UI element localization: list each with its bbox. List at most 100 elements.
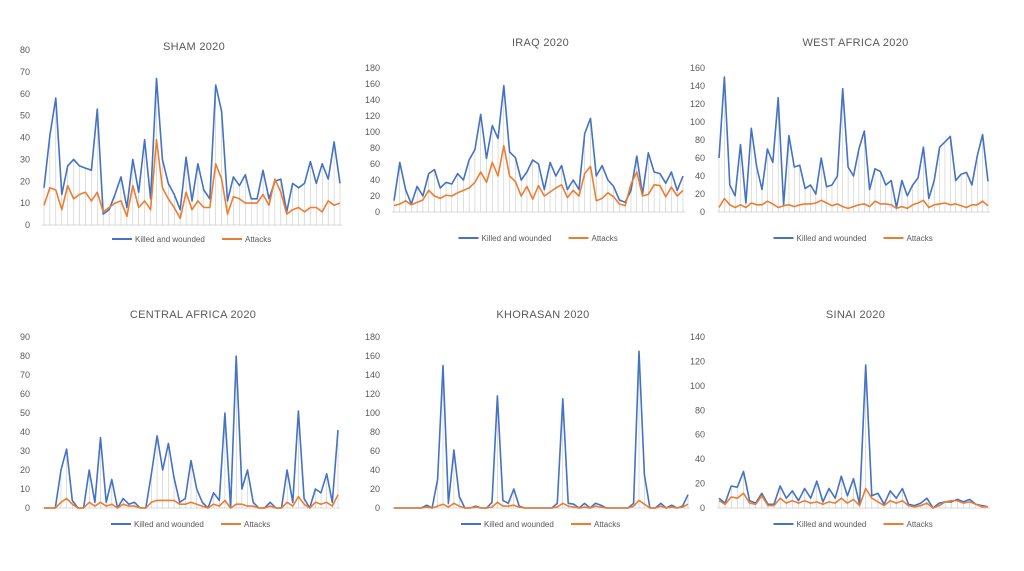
y-tick-label: 20	[695, 479, 705, 489]
y-tick-label: 20	[370, 191, 380, 201]
y-tick-label: 0	[700, 207, 705, 217]
legend-attacks: Attacks	[883, 234, 933, 243]
series-killed-and-wounded-line	[44, 355, 339, 509]
y-tick-label: 20	[695, 189, 705, 199]
chart-title: IRAQ 2020	[512, 37, 569, 49]
chart-title: WEST AFRICA 2020	[802, 37, 908, 49]
y-tick-label: 40	[695, 171, 705, 181]
y-tick-label: 30	[20, 154, 30, 164]
y-tick-label: 0	[375, 207, 380, 217]
chart-svg: SHAM 2020 0 10 20 30 40 50 60 70 80 Killed and wou…	[20, 41, 342, 244]
series-attacks-line	[394, 499, 689, 509]
legend-killed-and-wounded: Killed and wounded	[773, 234, 867, 243]
chart-west-africa: WEST AFRICA 2020 0 20 40 60 80 100 120 140 160 Kil…	[685, 30, 1023, 252]
y-tick-label: 0	[375, 503, 380, 513]
legend-label: Attacks	[594, 520, 620, 529]
chart-sinai: SINAI 2020 0 20 40 60 80 100 120 140 Killed and w…	[685, 305, 1023, 540]
legend-attacks: Attacks	[221, 520, 270, 529]
drop-lines	[393, 85, 684, 212]
y-tick-label: 10	[20, 484, 30, 494]
y-tick-label: 80	[695, 135, 705, 145]
series-attacks-line	[718, 487, 988, 509]
y-tick-label: 80	[20, 45, 30, 55]
y-tick-label: 0	[25, 503, 30, 513]
legend-label: Killed and wounded	[797, 234, 867, 243]
chart-svg: KHORASAN 2020 0 20 40 60 80 100 120 140 160 180 Kil…	[365, 309, 690, 529]
y-tick-label: 140	[690, 332, 705, 342]
series-attacks-line	[43, 138, 341, 220]
series-attacks-line	[44, 494, 339, 509]
series-killed-and-wounded-line	[43, 77, 341, 215]
y-tick-label: 140	[365, 95, 380, 105]
y-tick-label: 20	[20, 465, 30, 475]
legend-attacks: Attacks	[571, 520, 620, 529]
y-tick-label: 100	[365, 127, 380, 137]
legend-label: Attacks	[592, 234, 618, 243]
y-tick-label: 30	[20, 446, 30, 456]
legend-killed-and-wounded: Killed and wounded	[461, 520, 554, 529]
y-tick-label: 50	[20, 408, 30, 418]
y-tick-label: 50	[20, 111, 30, 121]
legend-label: Attacks	[907, 520, 933, 529]
series-killed-and-wounded-line	[393, 84, 684, 205]
chart-title: CENTRAL AFRICA 2020	[130, 309, 256, 321]
y-tick-label: 70	[20, 370, 30, 380]
legend-attacks: Attacks	[222, 235, 271, 244]
legend-attacks: Attacks	[568, 234, 618, 243]
legend-label: Killed and wounded	[134, 520, 204, 529]
chart-sham: SHAM 2020 0 10 20 30 40 50 60 70 80 Killed and wou…	[10, 30, 348, 252]
y-tick-label: 60	[20, 389, 30, 399]
series-attacks-line	[718, 197, 989, 210]
y-tick-label: 160	[690, 63, 705, 73]
y-tick-label: 10	[20, 198, 30, 208]
legend-killed-and-wounded: Killed and wounded	[458, 234, 552, 243]
y-tick-label: 180	[365, 332, 380, 342]
y-tick-label: 40	[370, 465, 380, 475]
y-tick-label: 20	[20, 176, 30, 186]
legend-killed-and-wounded: Killed and wounded	[112, 235, 205, 244]
y-tick-label: 90	[20, 332, 30, 342]
chart-title: KHORASAN 2020	[496, 309, 589, 321]
chart-svg: WEST AFRICA 2020 0 20 40 60 80 100 120 140 160 Kil…	[690, 37, 990, 243]
legend-killed-and-wounded: Killed and wounded	[773, 520, 867, 529]
legend-label: Killed and wounded	[484, 520, 554, 529]
chart-khorasan: KHORASAN 2020 0 20 40 60 80 100 120 140 160 180 Kil…	[360, 305, 698, 540]
legend-label: Attacks	[245, 235, 271, 244]
legend-label: Killed and wounded	[482, 234, 552, 243]
y-tick-label: 0	[25, 220, 30, 230]
chart-title: SHAM 2020	[163, 41, 225, 53]
y-tick-label: 120	[690, 99, 705, 109]
y-tick-label: 60	[370, 159, 380, 169]
y-tick-label: 60	[370, 446, 380, 456]
y-tick-label: 70	[20, 67, 30, 77]
chart-svg: CENTRAL AFRICA 2020 0 10 20 30 40 50 60 70 80 90 Ki…	[20, 309, 340, 529]
legend-label: Killed and wounded	[135, 235, 205, 244]
chart-svg: SINAI 2020 0 20 40 60 80 100 120 140 Killed and w…	[690, 309, 990, 529]
y-tick-label: 180	[365, 63, 380, 73]
legend-label: Killed and wounded	[797, 520, 867, 529]
legend-killed-and-wounded: Killed and wounded	[111, 520, 204, 529]
legend-attacks: Attacks	[883, 520, 933, 529]
y-tick-label: 40	[20, 133, 30, 143]
y-tick-label: 140	[690, 81, 705, 91]
y-tick-label: 100	[365, 408, 380, 418]
y-tick-label: 100	[690, 381, 705, 391]
series-attacks-line	[393, 144, 684, 207]
series-killed-and-wounded-line	[718, 76, 989, 209]
y-tick-label: 120	[365, 111, 380, 121]
y-tick-label: 60	[20, 89, 30, 99]
drop-lines	[718, 365, 989, 508]
chart-iraq: IRAQ 2020 0 20 40 60 80 100 120 140 160 180 Killed …	[360, 30, 698, 252]
y-tick-label: 20	[370, 484, 380, 494]
y-tick-label: 160	[365, 351, 380, 361]
drop-lines	[426, 351, 689, 508]
chart-title: SINAI 2020	[826, 309, 885, 321]
legend-label: Attacks	[907, 234, 933, 243]
y-tick-label: 40	[370, 175, 380, 185]
drop-lines	[43, 78, 341, 225]
y-tick-label: 40	[695, 454, 705, 464]
y-tick-label: 160	[365, 79, 380, 89]
chart-central-africa: CENTRAL AFRICA 2020 0 10 20 30 40 50 60 70 80 90 Ki…	[10, 305, 348, 540]
y-tick-label: 40	[20, 427, 30, 437]
y-tick-label: 100	[690, 117, 705, 127]
